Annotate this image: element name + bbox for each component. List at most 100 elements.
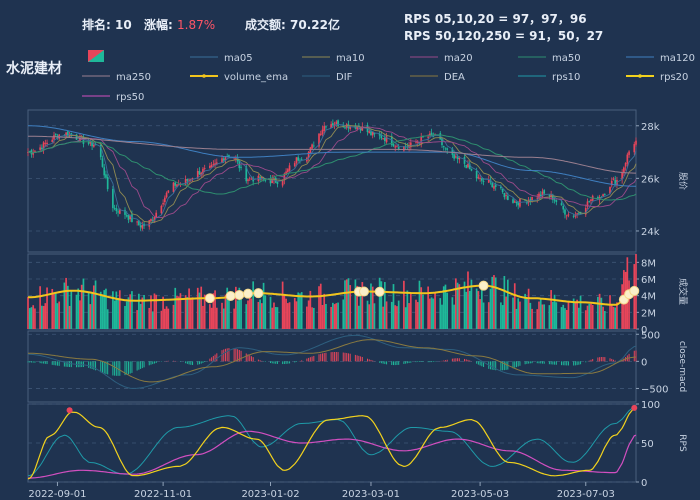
x-tick-label: 2023-01-02: [241, 489, 299, 500]
volume-bar: [70, 291, 73, 329]
candle-body: [323, 126, 326, 131]
rps50-line: [28, 430, 637, 479]
candle-body: [269, 178, 272, 184]
volume-bar: [383, 282, 386, 329]
macd-hist-bar: [235, 348, 237, 362]
candle-body: [27, 152, 29, 153]
volume-bar: [66, 285, 69, 329]
candle-body: [325, 126, 327, 128]
volume-bar: [288, 302, 291, 329]
candle-body: [300, 159, 303, 161]
volume-bar: [616, 302, 618, 329]
volume-bar: [501, 305, 504, 329]
volume-bar: [271, 307, 274, 329]
macd-hist-bar: [114, 361, 116, 376]
macd-hist-bar: [361, 356, 363, 362]
macd-hist-bar: [602, 356, 604, 362]
volume-bar: [222, 308, 225, 329]
volume-bar: [312, 307, 315, 329]
candle-body: [529, 199, 532, 202]
volume-bar: [358, 305, 360, 329]
macd-hist-bar: [415, 361, 417, 363]
candle-body: [46, 142, 48, 145]
volume-value: 70.22亿: [290, 18, 340, 32]
macd-hist-bar: [562, 361, 564, 366]
macd-hist-bar: [386, 361, 388, 365]
macd-hist-bar: [216, 353, 218, 362]
macd-hist-bar: [202, 361, 204, 363]
candle-body: [420, 136, 423, 145]
candle-body: [635, 140, 637, 145]
ma250-line: [28, 135, 636, 174]
volume-bar: [487, 302, 490, 329]
macd-hist-bar: [564, 361, 566, 366]
volume-bar: [306, 306, 308, 329]
macd-hist-bar: [408, 361, 410, 363]
macd-hist-bar: [372, 360, 374, 362]
macd-hist-bar: [394, 361, 396, 366]
candle-body: [475, 171, 478, 179]
legend-item-DEA: DEA: [410, 72, 465, 83]
candle-body: [548, 195, 551, 196]
volume-bar: [118, 290, 121, 329]
volume-bar: [188, 288, 190, 329]
macd-hist-bar: [503, 361, 505, 371]
macd-hist-bar: [611, 358, 613, 362]
candle-body: [382, 138, 384, 140]
candle-body: [479, 178, 481, 179]
volume-bar: [567, 301, 570, 329]
candle-body: [456, 156, 459, 160]
candle-body: [383, 137, 386, 141]
candle-body: [562, 206, 565, 210]
macd-hist-bar: [515, 361, 517, 368]
volume-bar: [101, 295, 104, 329]
macd-hist-bar: [186, 361, 188, 364]
macd-hist-bar: [153, 361, 155, 364]
y-tick-label: 0: [641, 325, 647, 336]
candle-body: [512, 199, 514, 203]
candle-body: [621, 172, 623, 180]
candle-body: [214, 163, 216, 166]
macd-hist-bar: [320, 353, 322, 362]
candle-body: [184, 179, 187, 185]
volume-bar: [245, 304, 248, 329]
volume-bar: [124, 305, 126, 329]
volume-bar: [186, 297, 189, 329]
volume-bar: [46, 287, 48, 329]
macd-hist-bar: [479, 361, 481, 366]
volume-bar: [113, 300, 116, 329]
candle-body: [503, 192, 506, 198]
candle-body: [82, 136, 85, 144]
macd-hist-bar: [107, 361, 109, 375]
volume-bar: [614, 307, 617, 329]
volume-bar: [252, 281, 255, 329]
macd-hist-bar: [403, 361, 405, 365]
macd-hist-bar: [464, 358, 466, 362]
candle-body: [309, 147, 312, 154]
macd-hist-bar: [457, 358, 459, 362]
ma10-line: [27, 125, 637, 223]
volume-bar: [359, 292, 362, 329]
macd-hist-bar: [550, 361, 552, 365]
candle-body: [235, 158, 237, 160]
candle-body: [240, 167, 242, 168]
macd-hist-bar: [214, 354, 216, 362]
macd-hist-bar: [493, 361, 495, 370]
volume-bar: [335, 303, 338, 329]
legend-marker-icon: [638, 74, 642, 78]
volume-bar: [160, 310, 163, 329]
macd-hist-bar: [330, 352, 332, 362]
candle-body: [539, 194, 542, 197]
volume-bar: [422, 294, 424, 329]
macd-hist-bar: [332, 352, 334, 362]
volume-bar: [165, 306, 168, 329]
candle-body: [222, 158, 225, 161]
volume-bar: [106, 309, 109, 329]
volume-bar: [602, 306, 604, 329]
volume-highlight-marker: [478, 280, 489, 291]
candle-body: [373, 132, 376, 135]
volume-bar: [506, 279, 509, 329]
candle-body: [468, 163, 471, 170]
macd-hist-bar: [420, 361, 422, 362]
legend-swatch-icon-down: [88, 50, 104, 62]
